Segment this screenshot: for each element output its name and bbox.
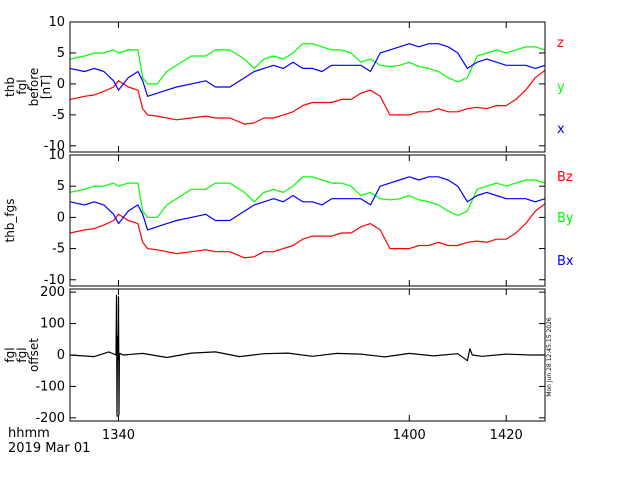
y-tick-label: -10 — [44, 139, 65, 154]
y-tick-label: -10 — [44, 273, 65, 288]
legend-label-y: y — [557, 80, 565, 95]
y-tick-label: 0 — [57, 348, 65, 363]
series-line-bz — [69, 203, 546, 259]
series-line-bx — [69, 176, 546, 231]
y-tick-label: -5 — [52, 108, 65, 123]
legend-label-by: By — [557, 211, 574, 226]
series-line-y — [69, 43, 546, 85]
legend-label-bz: Bz — [557, 170, 573, 185]
y-axis-label: before — [27, 68, 41, 107]
series-line-z — [69, 69, 546, 125]
x-tick-label: 1340 — [102, 428, 135, 443]
legend-label-x: x — [557, 122, 565, 137]
y-axis-label: thb_fgs — [3, 198, 17, 242]
time-axis: hhmm 2019 Mar 01 — [8, 426, 90, 456]
legend-label-z: z — [557, 36, 564, 51]
y-axis-label: fgl — [15, 347, 29, 362]
series-line-x — [69, 43, 546, 97]
panel-frame — [69, 154, 546, 287]
series-line-offset — [69, 294, 545, 417]
y-axis-label: thb — [3, 77, 17, 97]
y-axis-label: offset — [27, 338, 41, 372]
y-tick-label: 10 — [48, 148, 65, 163]
y-tick-label: -5 — [52, 242, 65, 257]
y-tick-label: 200 — [40, 285, 65, 300]
timestamp-stamp: Mon Jun 28 12:45:15 2026 — [546, 317, 553, 397]
x-tick-label: 1420 — [490, 428, 523, 443]
x-axis-date: 2019 Mar 01 — [8, 441, 90, 456]
y-axis-label: fgl — [3, 347, 17, 362]
y-tick-label: 10 — [48, 15, 65, 30]
x-axis-label: hhmm — [8, 426, 50, 441]
y-tick-label: 5 — [57, 179, 65, 194]
panel-frame — [69, 21, 546, 153]
y-tick-label: 5 — [57, 46, 65, 61]
legend-label-bx: Bx — [557, 254, 574, 269]
panel-fgs: 10 5 0 -5 -10 thb_fgs Bz By Bx — [3, 148, 574, 288]
y-axis-label: [nT] — [39, 75, 53, 99]
y-tick-label: 0 — [57, 210, 65, 225]
x-tick-label: 1400 — [393, 428, 426, 443]
y-tick-label: -100 — [35, 379, 65, 394]
y-tick-label: 100 — [40, 317, 65, 332]
y-tick-label: -200 — [35, 411, 65, 426]
series-line-by — [69, 176, 546, 218]
y-tick-label: 0 — [57, 77, 65, 92]
y-axis-label: fgl — [15, 79, 29, 94]
